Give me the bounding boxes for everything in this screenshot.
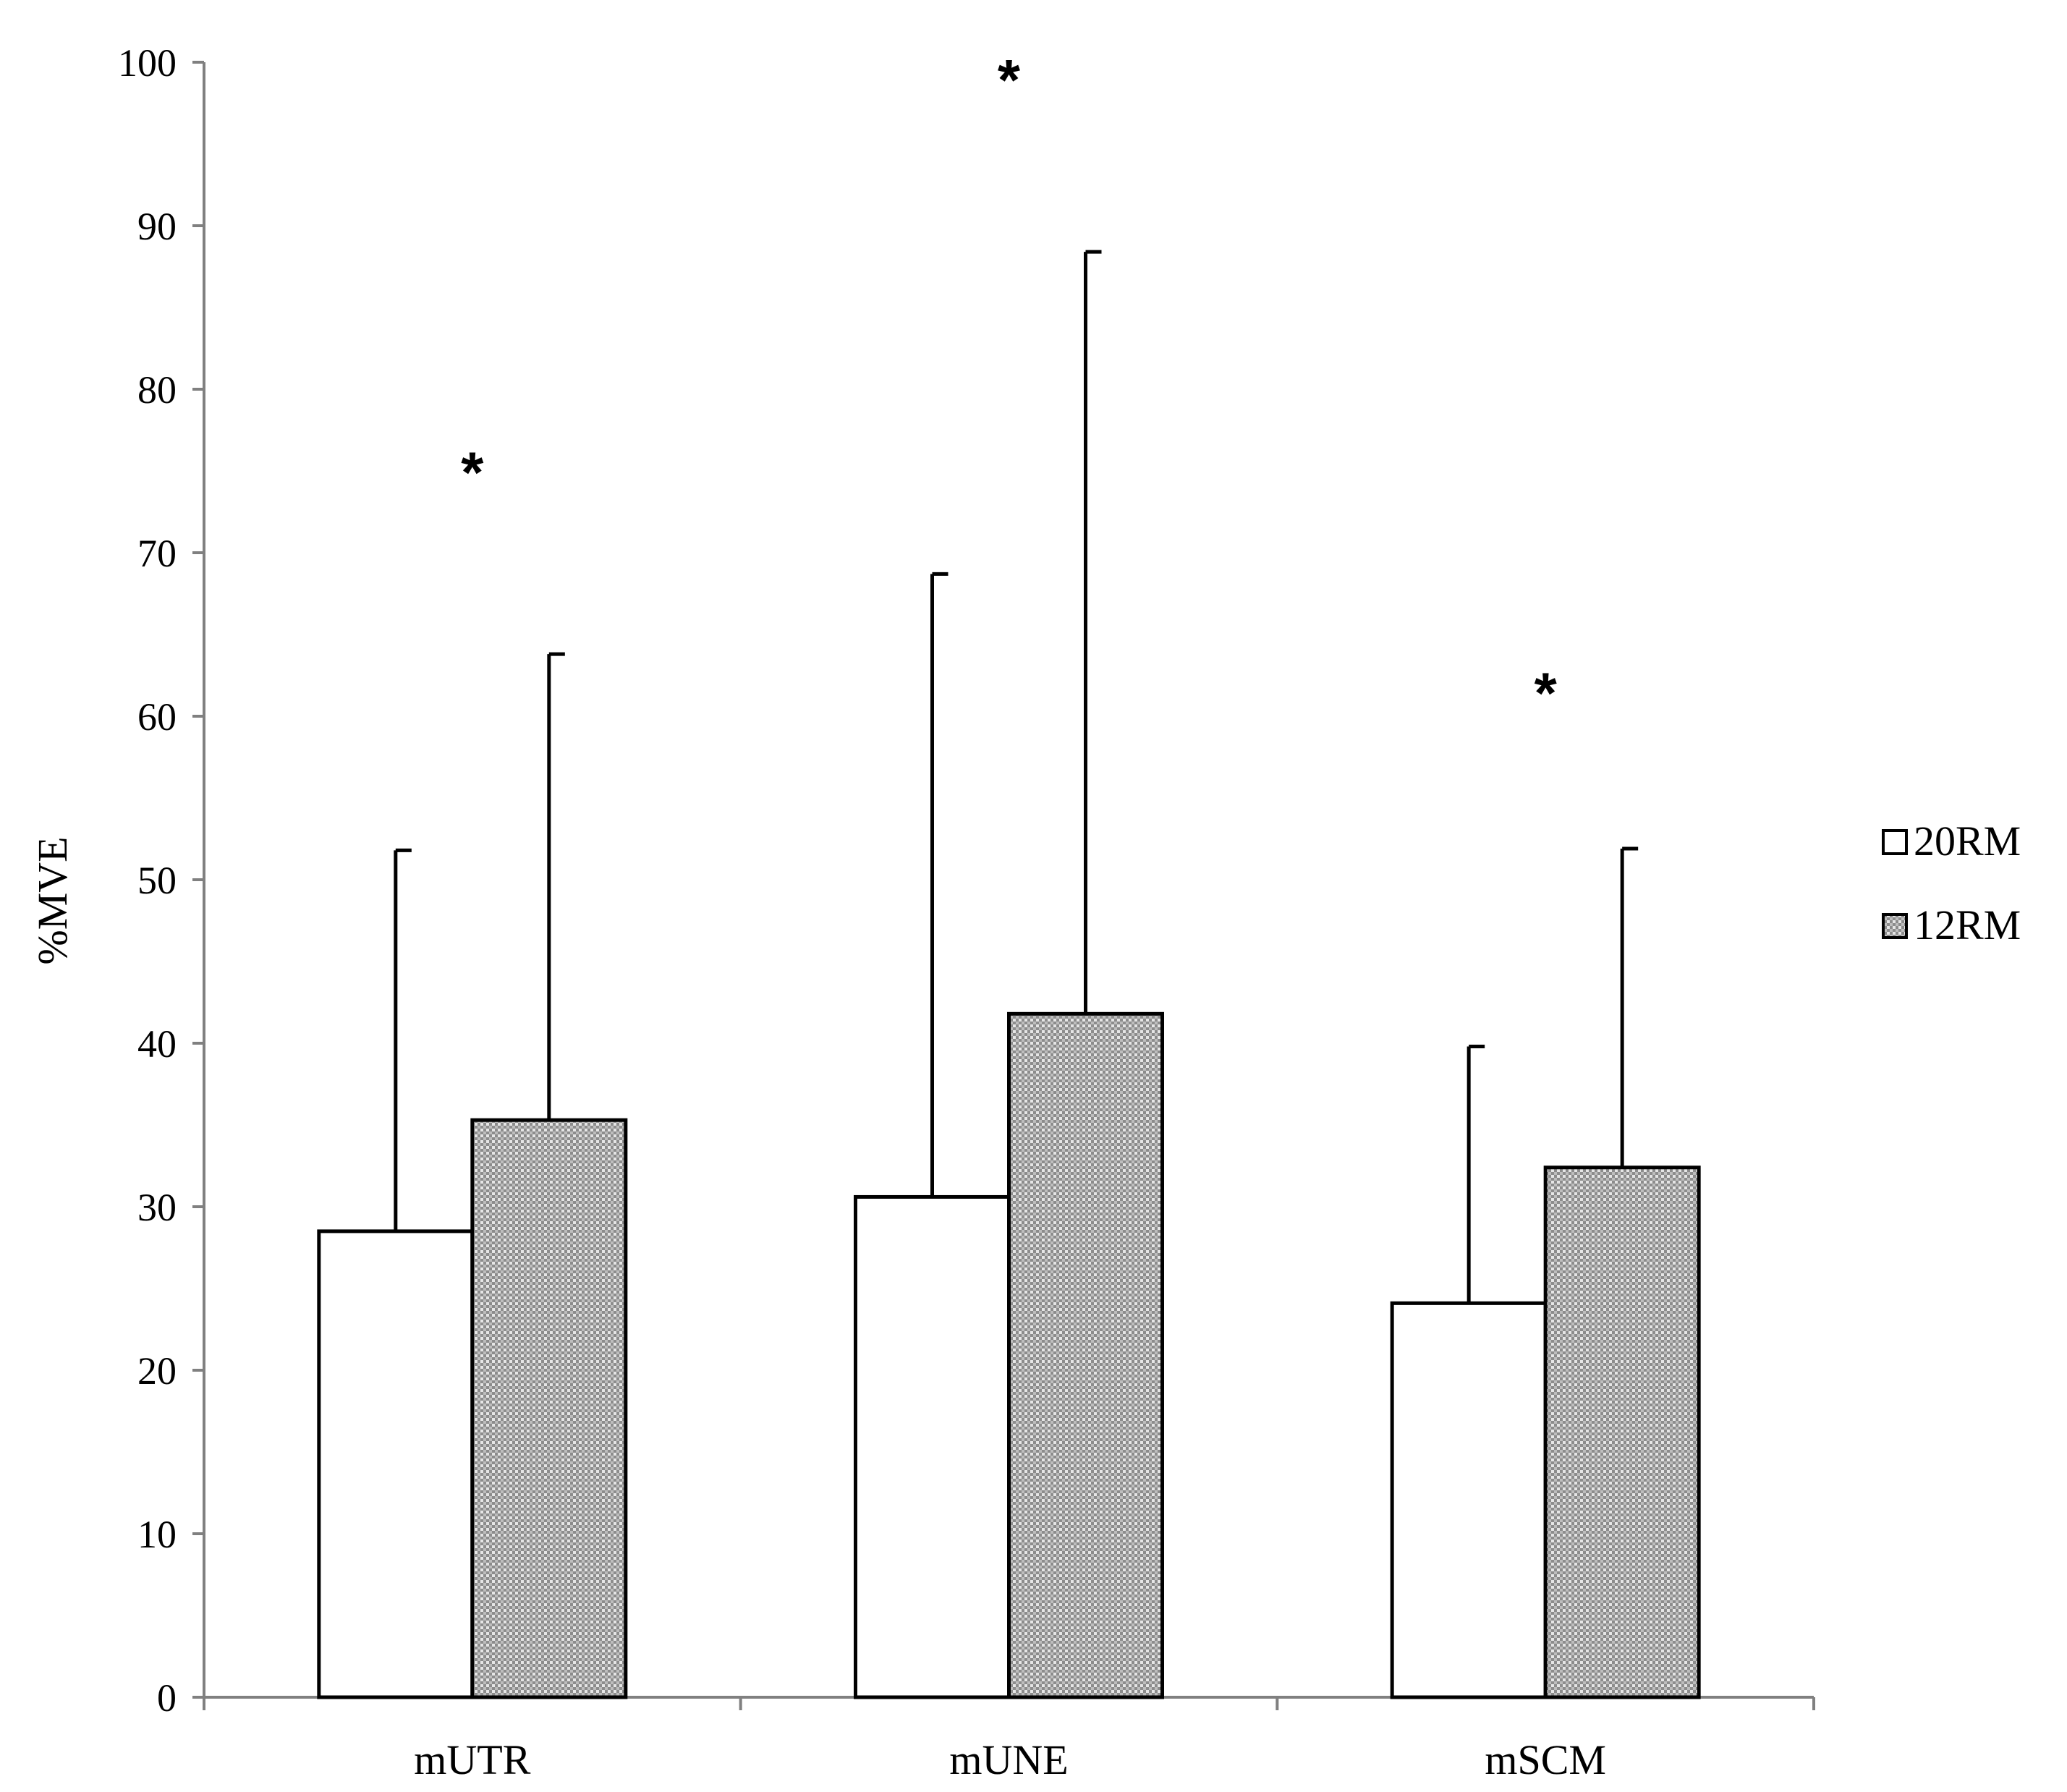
significance-marker: * [461, 440, 484, 504]
bar-12RM-mSCM [1543, 1165, 1701, 1699]
bar-20RM-mSCM [1390, 1301, 1548, 1699]
legend: 20RM 12RM [1882, 818, 2021, 948]
y-tick-label: 80 [137, 368, 177, 412]
legend-swatch-20RM [1882, 829, 1908, 855]
y-tick-label: 10 [137, 1513, 177, 1556]
legend-label-12RM: 12RM [1914, 901, 2021, 948]
bar-12RM-mUNE [1007, 1011, 1164, 1699]
significance-markers: * * * [461, 48, 1557, 726]
legend-label-20RM: 20RM [1914, 818, 2021, 865]
y-tick-label: 100 [118, 41, 177, 85]
y-tick-label: 60 [137, 695, 177, 739]
y-tick-label: 40 [137, 1022, 177, 1066]
bar-12RM-mUTR [470, 1118, 628, 1699]
x-tick-label: mUTR [414, 1736, 530, 1783]
x-tick-label: mSCM [1485, 1736, 1606, 1783]
y-tick-label: 90 [137, 205, 177, 248]
bar-20RM-mUNE [854, 1194, 1011, 1699]
x-tick-label: mUNE [949, 1736, 1068, 1783]
significance-marker: * [998, 48, 1021, 112]
y-axis-label: %MVE [29, 836, 76, 964]
bars [317, 1011, 1701, 1699]
bar-20RM-mUTR [317, 1229, 475, 1699]
axes: 0 10 20 30 40 50 60 70 80 90 100 mUTR mUNE mSCM [118, 41, 1815, 1783]
y-tick-label: 70 [137, 532, 177, 575]
legend-swatch-12RM [1882, 913, 1908, 939]
y-tick-label: 0 [157, 1676, 177, 1720]
y-tick-label: 50 [137, 859, 177, 902]
y-tick-label: 20 [137, 1349, 177, 1393]
y-tick-label: 30 [137, 1186, 177, 1229]
significance-marker: * [1535, 661, 1558, 726]
error-bars [394, 250, 1639, 1304]
